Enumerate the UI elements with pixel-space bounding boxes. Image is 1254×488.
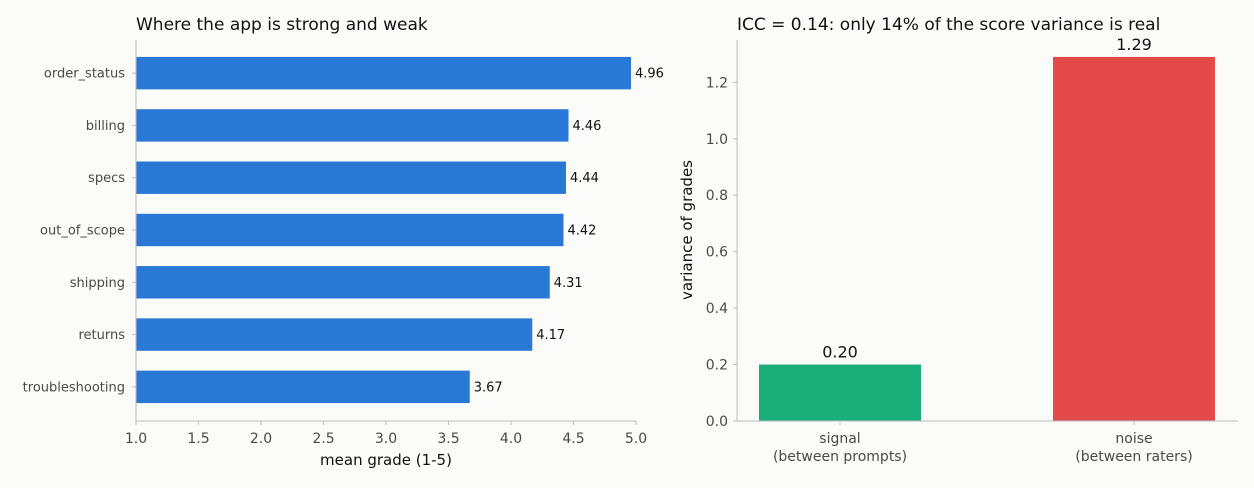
bar-order_status: [136, 56, 631, 90]
bar-noise: [1053, 56, 1215, 421]
right-chart-title: ICC = 0.14: only 14% of the score varian…: [737, 15, 1160, 35]
category-label: returns: [78, 328, 125, 343]
x-tick-label: 1.5: [187, 431, 209, 447]
category-label: troubleshooting: [23, 380, 125, 395]
right-y-ticks: 0.0 0.2 0.4 0.6 0.8 1.0 1.2: [706, 75, 737, 430]
category-label: signal: [819, 431, 860, 447]
y-tick-label: 0.0: [706, 414, 728, 430]
y-tick-label: 0.4: [706, 301, 728, 317]
left-x-axis-label: mean grade (1-5): [320, 451, 452, 469]
bar-value-label: 0.20: [822, 343, 858, 362]
bar-specs: [136, 161, 566, 194]
category-label: billing: [86, 119, 125, 134]
x-tick-label: 4.5: [562, 431, 584, 447]
category-sublabel: (between prompts): [773, 449, 907, 465]
category-label: out_of_scope: [40, 224, 125, 239]
right-bars: 0.20 1.29: [759, 35, 1215, 421]
right-x-categories: signal (between prompts) noise (between rat…: [773, 421, 1193, 465]
bar-out_of_scope: [136, 213, 564, 247]
x-tick-label: 3.5: [437, 431, 459, 447]
bar-troubleshooting: [136, 370, 470, 404]
bar-billing: [136, 109, 569, 142]
x-tick-label: 2.5: [312, 431, 334, 447]
x-tick-label: 3.0: [375, 431, 397, 447]
left-bars: 4.96 order_status 4.46 billing 4.44 specs 4.42…: [23, 56, 664, 404]
bar-value-label: 4.44: [570, 171, 599, 186]
y-tick-label: 0.2: [706, 358, 728, 374]
bar-value-label: 4.96: [635, 67, 664, 82]
bar-value-label: 4.17: [536, 328, 565, 343]
x-tick-label: 4.0: [500, 431, 522, 447]
category-label: shipping: [70, 276, 125, 291]
left-x-ticks: 1.0 1.5 2.0 2.5 3.0 3.5 4.0 4.5 5.0: [125, 421, 647, 447]
bar-value-label: 1.29: [1116, 35, 1152, 54]
bar-value-label: 4.42: [568, 224, 597, 239]
left-chart-title: Where the app is strong and weak: [136, 15, 428, 35]
right-y-axis-label: variance of grades: [678, 160, 696, 300]
bar-returns: [136, 318, 533, 351]
category-label: order_status: [44, 67, 125, 82]
bar-value-label: 4.31: [554, 276, 583, 291]
bar-shipping: [136, 266, 550, 299]
bar-value-label: 3.67: [474, 380, 503, 395]
bar-signal: [759, 364, 921, 421]
x-tick-label: 2.0: [250, 431, 272, 447]
category-label: noise: [1115, 431, 1152, 447]
bar-value-label: 4.46: [573, 119, 602, 134]
y-tick-label: 0.8: [706, 188, 728, 204]
y-tick-label: 1.0: [706, 132, 728, 148]
y-tick-label: 0.6: [706, 245, 728, 261]
category-label: specs: [88, 171, 125, 186]
category-sublabel: (between raters): [1075, 449, 1192, 465]
mean-grade-chart: Where the app is strong and weak 4.96 ord…: [23, 15, 664, 469]
variance-chart: ICC = 0.14: only 14% of the score varian…: [678, 15, 1238, 465]
x-tick-label: 5.0: [625, 431, 647, 447]
x-tick-label: 1.0: [125, 431, 147, 447]
y-tick-label: 1.2: [706, 75, 728, 91]
